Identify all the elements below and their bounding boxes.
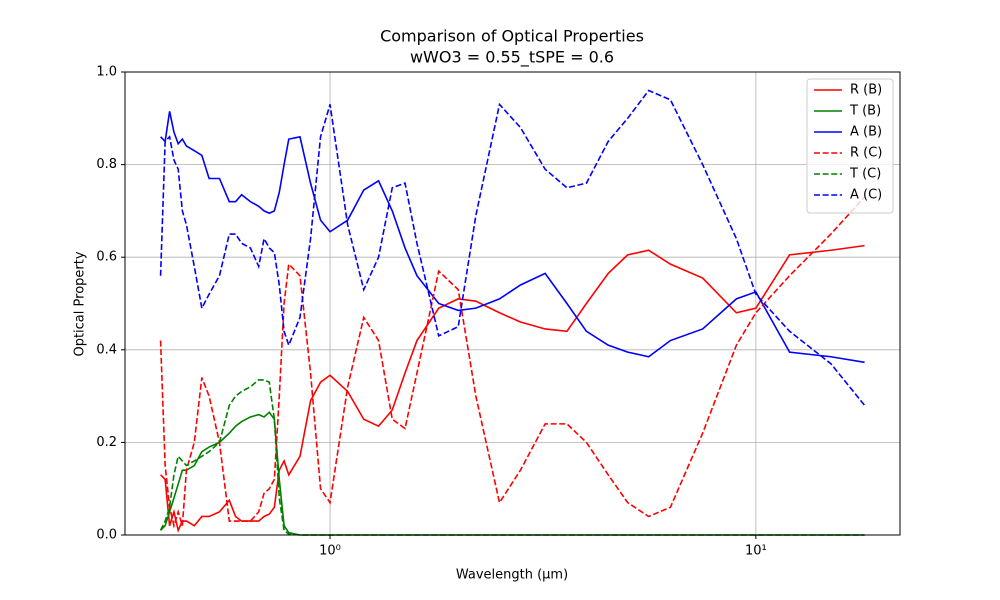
y-tick-label: 0.0: [96, 528, 117, 543]
y-tick-label: 0.2: [96, 435, 117, 450]
y-tick-label: 0.6: [96, 250, 117, 265]
chart-subtitle: wWO3 = 0.55_tSPE = 0.6: [410, 48, 614, 68]
y-tick-label: 0.4: [96, 342, 117, 357]
legend-box: [806, 78, 894, 214]
line-series: [160, 244, 865, 533]
legend-label: T (B): [849, 104, 881, 119]
legend-label: T (C): [849, 167, 881, 182]
x-tick-label: 10⁰: [319, 544, 341, 559]
line-series: [159, 196, 866, 529]
legend-label: A (C): [850, 188, 882, 203]
line-series: [160, 111, 865, 364]
legend-label: R (C): [850, 146, 882, 161]
chart-title: Comparison of Optical Properties: [380, 27, 644, 46]
legend: R (B) T (B) A (B) R (C) T (C) A (C): [806, 78, 894, 214]
plot-frame: [124, 71, 901, 536]
x-axis-label: Wavelength (μm): [456, 568, 568, 583]
y-axis-label: Optical Property: [73, 251, 88, 356]
line-series: [159, 89, 866, 406]
y-tick-label: 1.0: [96, 65, 117, 80]
line-series: [160, 411, 865, 536]
x-tick-label: 10¹: [745, 544, 767, 559]
ticks: 0.0 0.2 0.4 0.6 0.8 1.0 10⁰ 10¹: [96, 65, 766, 559]
legend-label: A (B): [850, 125, 882, 140]
legend-label: R (B): [850, 83, 882, 98]
line-series: [159, 379, 865, 536]
grid: [125, 71, 900, 536]
y-tick-label: 0.8: [96, 157, 117, 172]
plot-lines: [159, 89, 866, 536]
